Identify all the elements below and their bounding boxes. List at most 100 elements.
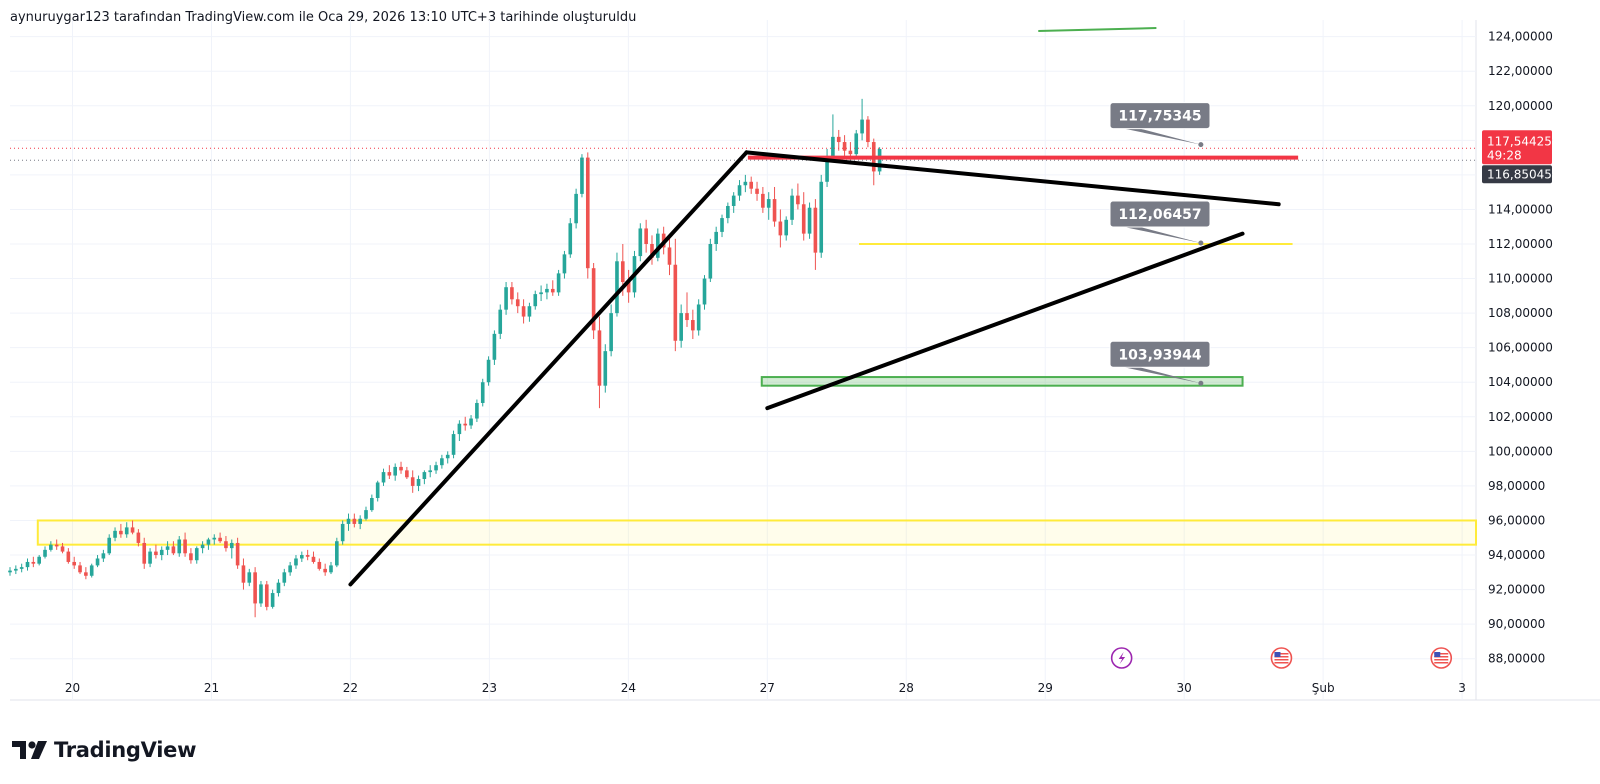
callout-anchor (1198, 240, 1204, 246)
candle (387, 465, 392, 480)
x-tick-label: Şub (1312, 681, 1335, 695)
candle-body (264, 584, 269, 607)
candle (691, 309, 695, 340)
candle (340, 520, 345, 545)
candle-body (597, 330, 602, 386)
candle-body (136, 532, 141, 543)
candle (860, 98, 864, 141)
us-flag-stripe (1434, 662, 1449, 664)
candle-body (691, 320, 695, 331)
candle-body (113, 530, 117, 538)
candle (305, 549, 310, 561)
candle-body (130, 527, 135, 533)
candle (183, 532, 187, 557)
candle (300, 551, 304, 562)
candle-body (626, 282, 631, 293)
candle-body (177, 539, 182, 554)
candle (346, 513, 351, 531)
callout-anchor (1198, 142, 1204, 148)
candle (871, 138, 876, 186)
candle-body (539, 292, 543, 295)
candle-body (142, 542, 147, 564)
last-price-value: 117,54425 (1487, 134, 1552, 148)
candle (177, 536, 182, 557)
candle-body (813, 207, 818, 253)
candle-body (352, 518, 357, 524)
y-tick-label: 100,00000 (1488, 444, 1553, 458)
candle-body (329, 565, 333, 573)
candle (107, 534, 112, 556)
candle-body (702, 278, 707, 305)
candle (527, 302, 532, 322)
candle (591, 263, 596, 340)
candle (317, 558, 322, 571)
candle (294, 555, 298, 569)
candle (609, 304, 613, 357)
candle-body (761, 193, 765, 208)
candle-body (784, 219, 789, 236)
candle-body (72, 561, 77, 566)
candle (200, 541, 205, 554)
candle-body (877, 148, 882, 172)
y-tick-label: 124,00000 (1488, 30, 1553, 44)
prev-price-tag: 116,85045 (1482, 165, 1552, 184)
candle-body (533, 294, 538, 307)
candle-body (37, 556, 41, 564)
candle (410, 470, 415, 493)
candle-body (766, 199, 771, 208)
candle-body (124, 527, 129, 535)
candle-body (282, 572, 287, 583)
candle-body (311, 556, 316, 562)
candle (375, 480, 380, 502)
candle-body (235, 542, 240, 566)
candle-body (457, 423, 462, 435)
candle (124, 522, 129, 538)
candle (335, 537, 339, 568)
callout-label: 103,93944 (1118, 347, 1202, 363)
candle-body (43, 549, 47, 557)
candle-body (463, 423, 468, 426)
candle-body (842, 142, 847, 151)
candle-body (440, 458, 444, 466)
us-flag-stripe (1274, 659, 1289, 661)
candle (259, 580, 263, 607)
candle-body (819, 181, 824, 253)
candle-body (381, 472, 386, 483)
us-flag-stripe (1274, 653, 1289, 655)
candle (66, 548, 71, 564)
candle-body (609, 313, 613, 352)
candle (206, 537, 211, 550)
tradingview-mark-icon (12, 741, 47, 759)
candle-body (545, 288, 549, 293)
candle (580, 154, 584, 198)
candle (772, 186, 777, 227)
x-tick-label: 21 (204, 681, 219, 695)
candle (556, 269, 561, 296)
y-tick-label: 102,00000 (1488, 410, 1553, 424)
y-tick-label: 112,00000 (1488, 237, 1553, 251)
candle-body (667, 247, 672, 265)
us-flag-icon (1430, 647, 1453, 669)
candle (615, 252, 619, 317)
candle-body (720, 218, 724, 232)
price-callout: 112,06457 (1109, 200, 1211, 246)
candle (229, 539, 234, 559)
candle-body (498, 309, 503, 334)
candle (550, 280, 555, 296)
candle-body (159, 549, 164, 556)
candle (761, 186, 765, 213)
candle (253, 567, 257, 618)
candle (352, 513, 357, 528)
candle-body (778, 221, 783, 236)
candle (515, 292, 520, 314)
candle-body (101, 553, 106, 559)
candle (8, 567, 12, 576)
candle (445, 451, 450, 464)
us-flag-ring (1430, 647, 1453, 669)
candle (72, 556, 77, 569)
us-flag-stripe (1434, 659, 1449, 661)
callout-label: 117,75345 (1118, 109, 1201, 125)
candle (801, 192, 806, 241)
